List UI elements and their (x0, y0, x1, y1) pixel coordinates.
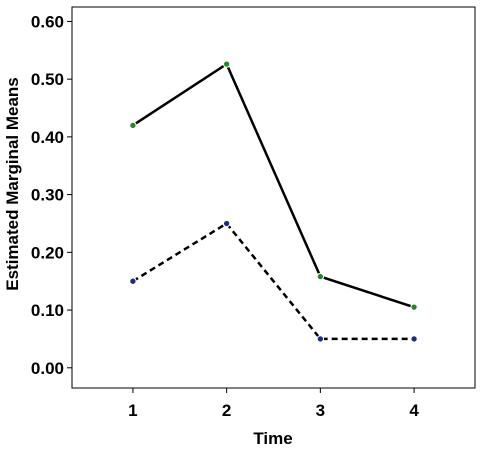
series-2-point-1 (129, 277, 137, 285)
y-axis: 0.00 0.10 0.20 0.30 0.40 0.50 0.60 (31, 12, 72, 378)
y-tick-label: 0.30 (31, 186, 64, 205)
x-axis: 1 2 3 4 (128, 388, 419, 420)
series-line-1 (132, 62, 415, 309)
y-tick-label: 0.10 (31, 301, 64, 320)
series-2-point-3 (316, 335, 325, 343)
series-2-point-2 (222, 219, 231, 228)
series-2-point-4 (410, 335, 418, 343)
y-tick-label: 0.00 (31, 359, 64, 378)
y-tick-label: 0.50 (31, 70, 64, 89)
x-tick-label: 2 (222, 401, 231, 420)
y-tick-label: 0.20 (31, 243, 64, 262)
y-tick-label: 0.60 (31, 12, 64, 31)
series-1-point-3 (316, 272, 325, 281)
series-1-point-2 (222, 60, 231, 68)
plot-frame (71, 6, 476, 389)
x-tick-label: 4 (409, 401, 419, 420)
y-axis-title: Estimated Marginal Means (3, 77, 22, 291)
y-tick-label: 0.40 (31, 128, 64, 147)
series-1-point-1 (129, 121, 137, 130)
x-axis-title: Time (253, 429, 292, 448)
series-layer (129, 60, 418, 343)
x-tick-label: 1 (128, 401, 137, 420)
series-1-point-4 (410, 303, 418, 311)
x-tick-label: 3 (316, 401, 325, 420)
series-line-2 (132, 221, 415, 341)
